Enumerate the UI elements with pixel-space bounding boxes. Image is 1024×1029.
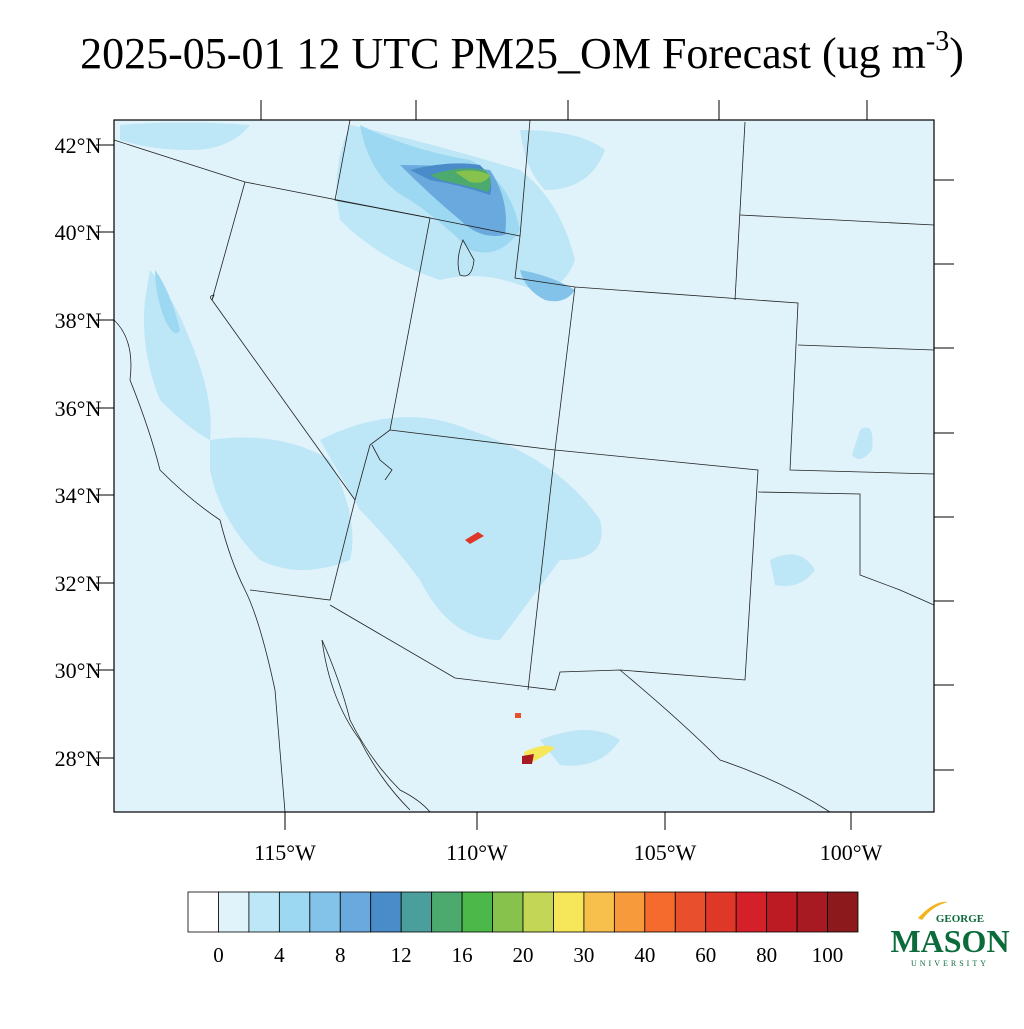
colorbar-swatch — [766, 891, 798, 933]
lat-label: 28°N — [55, 746, 102, 771]
boundaries — [113, 119, 935, 813]
colorbar-swatch — [339, 891, 372, 933]
colorbar-swatch — [309, 891, 341, 933]
colorbar-label: 30 — [573, 943, 594, 967]
colorbar-swatch — [461, 891, 493, 933]
lat-label: 38°N — [55, 308, 102, 333]
colorbar-swatch — [735, 891, 768, 933]
colorbar-label: 12 — [391, 943, 412, 967]
lon-label: 100°W — [820, 840, 883, 865]
colorbar-label: 100 — [812, 943, 844, 967]
lon-label: 105°W — [634, 840, 697, 865]
map-frame — [113, 119, 935, 813]
colorbar-swatch — [431, 891, 463, 933]
logo-middle: MASON — [890, 923, 1009, 959]
colorbar-swatch — [553, 891, 585, 933]
colorbar-label: 80 — [756, 943, 777, 967]
title-end: ) — [949, 29, 964, 78]
title-superscript: -3 — [926, 26, 949, 57]
colorbar-label: 16 — [452, 943, 473, 967]
colorbar-label: 0 — [213, 943, 224, 967]
logo: GEORGE MASON UNIVERSITY — [890, 901, 1010, 968]
colorbar-label: 60 — [695, 943, 716, 967]
colorbar-swatch — [248, 891, 280, 933]
logo-top: GEORGE — [936, 913, 984, 925]
lat-label: 40°N — [55, 220, 102, 245]
colorbar-label: 20 — [513, 943, 534, 967]
lat-label: 36°N — [55, 396, 102, 421]
colorbar-swatch — [522, 891, 554, 933]
colorbar-swatch — [187, 891, 219, 933]
colorbar-label: 4 — [274, 943, 285, 967]
colorbar-swatch — [278, 891, 311, 933]
colorbar-swatch — [583, 891, 615, 933]
lat-label: 34°N — [55, 483, 102, 508]
lon-label: 115°W — [254, 840, 316, 865]
lon-label: 110°W — [446, 840, 508, 865]
title: 2025-05-01 12 UTC PM25_OM Forecast (ug m… — [80, 26, 964, 78]
colorbar-swatch — [644, 891, 676, 933]
logo-bottom: UNIVERSITY — [911, 959, 989, 968]
lat-label: 30°N — [55, 658, 102, 683]
lat-label: 32°N — [55, 571, 102, 596]
colorbar-label: 8 — [335, 943, 346, 967]
axis-ticks — [260, 100, 954, 830]
colorbar-swatch — [705, 891, 737, 933]
title-main: 2025-05-01 12 UTC PM25_OM Forecast (ug m — [80, 29, 926, 78]
colorbar-swatch — [370, 891, 402, 933]
concentration-medium — [155, 125, 575, 764]
lat-label: 42°N — [55, 133, 102, 158]
colorbar-label: 40 — [634, 943, 655, 967]
colorbar-swatch — [400, 891, 433, 933]
colorbar-swatch — [796, 891, 828, 933]
colorbar-swatch — [218, 891, 250, 933]
colorbar-swatch — [492, 891, 524, 933]
colorbar-swatch — [674, 891, 707, 933]
colorbar-swatch — [827, 891, 859, 933]
map-area — [113, 100, 954, 830]
colorbar-swatch — [613, 891, 646, 933]
